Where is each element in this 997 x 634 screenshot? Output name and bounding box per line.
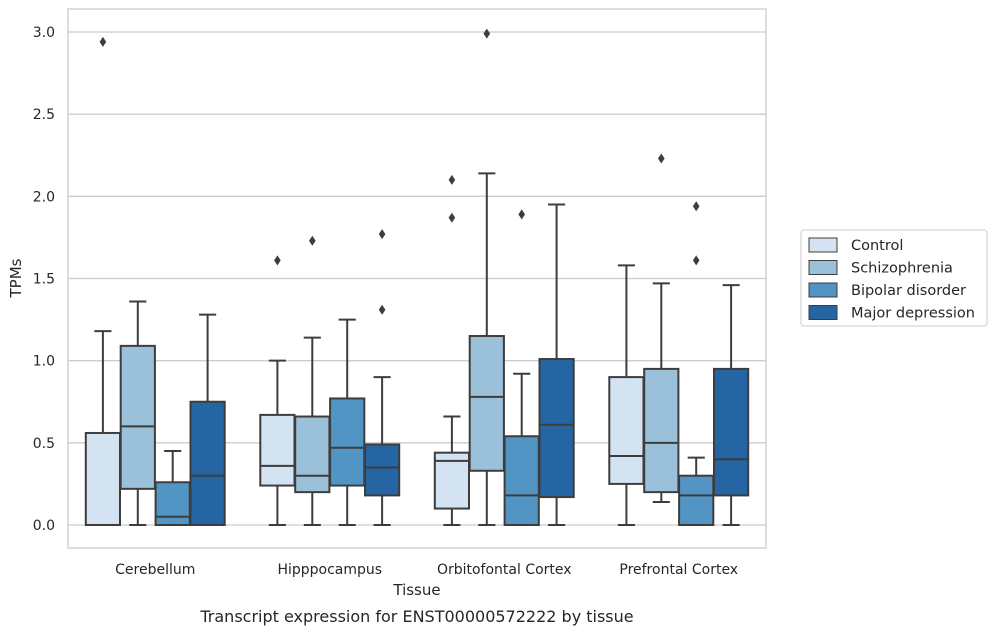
box-bipolar-disorder-prefrontal-cortex [678, 201, 715, 526]
outlier-point [378, 304, 386, 315]
box-iqr [608, 376, 645, 485]
gridlines [68, 31, 766, 526]
outlier-point [448, 174, 456, 185]
box-bipolar-disorder-hipppocampus [329, 318, 366, 526]
box-iqr [433, 451, 471, 510]
y-tick-label: 0.5 [33, 436, 55, 452]
y-tick-label: 0.0 [33, 518, 55, 534]
box-iqr [84, 431, 122, 526]
y-tick-label: 2.0 [33, 189, 55, 205]
box-schizophrenia-hipppocampus [294, 235, 331, 526]
x-axis-title: Tissue [392, 581, 440, 599]
box-major-depression-cerebellum [189, 313, 226, 526]
y-tick-label: 3.0 [33, 25, 55, 41]
box-iqr [712, 367, 750, 497]
box-iqr [154, 481, 191, 526]
legend-label: Schizophrenia [851, 261, 953, 277]
box-schizophrenia-prefrontal-cortex [643, 153, 680, 503]
box-iqr [678, 474, 715, 526]
outlier-point [483, 28, 491, 39]
box-iqr [329, 397, 366, 487]
box-iqr [294, 415, 331, 494]
box-iqr [259, 413, 296, 487]
legend-swatch [808, 282, 838, 298]
x-tick-label: Cerebellum [115, 562, 195, 578]
legend-swatch [808, 237, 838, 253]
outlier-point [448, 212, 456, 223]
legend-label: Major depression [851, 306, 975, 322]
legend: Control Schizophrenia Bipolar disorder Majo… [800, 229, 988, 327]
box-iqr [643, 367, 680, 494]
outlier-point [692, 201, 700, 212]
box-control-hipppocampus [259, 255, 296, 526]
x-tick-label: Orbitofontal Cortex [437, 562, 572, 578]
legend-swatch [808, 260, 838, 275]
outlier-point [378, 229, 386, 240]
y-tick-labels: 0.0 0.5 1.0 1.5 2.0 2.5 3.0 [33, 25, 55, 534]
box-bipolar-disorder-orbitofontal-cortex [503, 209, 540, 526]
legend-label: Bipolar disorder [851, 283, 966, 299]
y-tick-label: 1.0 [33, 354, 55, 370]
plot-area-frame [67, 8, 767, 549]
box-iqr [468, 335, 505, 472]
x-tick-label: Hipppocampus [277, 562, 382, 578]
box-major-depression-hipppocampus [363, 229, 401, 526]
box-iqr [119, 344, 156, 490]
box-iqr [538, 358, 575, 499]
outlier-point [309, 235, 316, 246]
box-control-cerebellum [84, 36, 122, 526]
outlier-point [518, 209, 525, 220]
legend-swatch [808, 305, 838, 320]
outlier-point [692, 255, 700, 266]
box-control-prefrontal-cortex [608, 264, 645, 526]
outlier-point [658, 153, 665, 164]
y-axis-title: TPMs [7, 258, 25, 298]
box-schizophrenia-cerebellum [119, 300, 156, 526]
chart-caption: Transcript expression for ENST0000057222… [199, 607, 633, 626]
box-bipolar-disorder-cerebellum [154, 450, 191, 526]
legend-label: Control [851, 238, 903, 254]
boxes [84, 28, 750, 526]
box-iqr [363, 443, 401, 497]
x-tick-label: Prefrontal Cortex [619, 562, 738, 578]
box-major-depression-prefrontal-cortex [712, 284, 750, 526]
y-tick-label: 2.5 [33, 107, 55, 123]
box-schizophrenia-orbitofontal-cortex [468, 28, 505, 526]
box-control-orbitofontal-cortex [433, 174, 471, 526]
x-tick-labels: Cerebellum Hipppocampus Orbitofontal Corte… [115, 562, 738, 578]
legend-frame [800, 229, 988, 327]
y-tick-label: 1.5 [33, 272, 55, 288]
box-iqr [503, 435, 540, 526]
box-major-depression-orbitofontal-cortex [538, 203, 575, 526]
outlier-point [274, 255, 281, 266]
outlier-point [99, 36, 107, 47]
box-iqr [189, 400, 226, 526]
